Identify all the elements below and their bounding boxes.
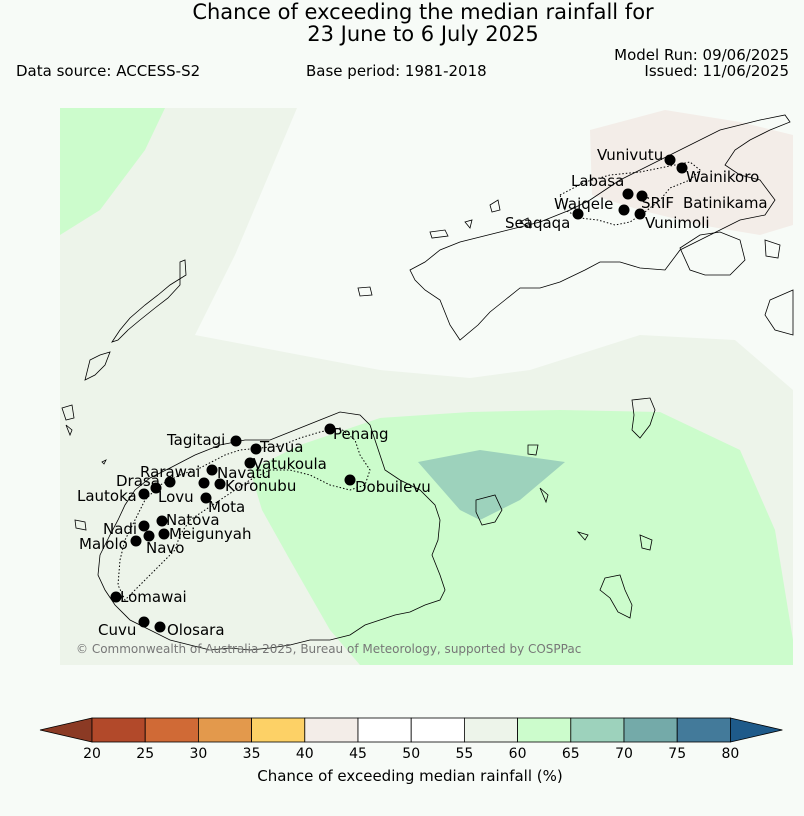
station-dot-cuvu — [138, 616, 150, 628]
station-dot-lomawai — [110, 591, 122, 603]
label-tavua: Tavua — [259, 438, 303, 456]
station-dot-tavua — [250, 443, 262, 455]
station-dot-meigunyah — [158, 528, 170, 540]
label-lomawai: Lomawai — [120, 588, 187, 606]
issued-date: Issued: 11/06/2025 — [644, 62, 789, 80]
label-lovu: Lovu — [158, 488, 194, 506]
model-run: Model Run: 09/06/2025 — [614, 46, 789, 64]
label-waiqele: Waiqele — [554, 195, 613, 213]
station-dot-drasa — [164, 476, 176, 488]
station-dot-vunivutu — [664, 154, 676, 166]
colorbar-tick-label: 65 — [562, 746, 580, 762]
colorbar-title: Chance of exceeding median rainfall (%) — [257, 767, 562, 785]
colorbar-segment — [463, 717, 518, 743]
label-malolo: Malolo — [79, 535, 128, 553]
colorbar-segment — [517, 717, 572, 743]
colorbar-segment — [623, 717, 678, 743]
station-dot-olosara — [154, 621, 166, 633]
colorbar-segment — [304, 717, 359, 743]
station-dot-mota — [200, 492, 212, 504]
colorbar-tick-label: 40 — [296, 746, 314, 762]
station-dot-vunimoli — [634, 208, 646, 220]
label-vatukoula: Vatukoula — [253, 455, 327, 473]
label-vunivutu: Vunivutu — [597, 146, 663, 164]
colorbar-segment — [197, 717, 252, 743]
station-dot-labasa — [622, 188, 634, 200]
label-koronubu: Koronubu — [225, 477, 296, 495]
colorbar-segment — [91, 717, 146, 743]
colorbar-segment — [357, 717, 412, 743]
label-dobuilevu: Dobuilevu — [355, 478, 431, 496]
colorbar-tick-label: 80 — [721, 746, 739, 762]
colorbar-segment — [570, 717, 625, 743]
station-dot-seaqaqa — [572, 208, 584, 220]
coastlines — [61, 114, 794, 651]
label-meigunyah: Meigunyah — [169, 525, 251, 543]
label-drasa: Drasa — [116, 472, 160, 490]
station-dot-navatu — [198, 477, 210, 489]
colorbar-legend: 20 25 30 35 40 45 50 55 60 65 70 75 80 — [39, 717, 783, 762]
label-cuvu: Cuvu — [98, 621, 136, 639]
label-rarawai: Rarawai — [140, 463, 200, 481]
station-dot-dobuilevu — [344, 474, 356, 486]
data-source: Data source: ACCESS-S2 — [16, 62, 201, 80]
colorbar-tick-label: 25 — [136, 746, 154, 762]
colorbar-segment — [676, 717, 731, 743]
probability-shading — [60, 108, 793, 665]
copyright-credit: © Commonwealth of Australia 2025, Bureau… — [76, 642, 581, 656]
station-dot-waiqele — [618, 204, 630, 216]
colorbar-segment — [251, 717, 306, 743]
label-mota: Mota — [208, 498, 245, 516]
label-nadi: Nadi — [103, 520, 137, 538]
map-title-line2: 23 June to 6 July 2025 — [307, 22, 539, 46]
label-navatu: Navatu — [217, 464, 271, 482]
colorbar-tick-label: 55 — [455, 746, 473, 762]
station-dot-drasa-2 — [150, 482, 162, 494]
station-dot-koronubu — [214, 478, 226, 490]
colorbar-tick-label: 35 — [243, 746, 261, 762]
label-navo: Navo — [146, 539, 184, 557]
station-dot-lautoka — [138, 488, 150, 500]
station-markers — [110, 154, 688, 633]
colorbar-tick-label: 50 — [402, 746, 420, 762]
label-wainikoro: Wainikoro — [686, 168, 759, 186]
station-dot-srif — [636, 190, 648, 202]
colorbar-tick-label: 75 — [668, 746, 686, 762]
station-dot-tagitagi — [230, 435, 242, 447]
station-dot-malolo — [130, 535, 142, 547]
district-borders — [117, 161, 701, 601]
station-dot-nadi — [138, 520, 150, 532]
colorbar-tick-label: 70 — [615, 746, 633, 762]
colorbar-arrow-low — [39, 717, 93, 743]
station-dot-wainikoro — [676, 162, 688, 174]
station-dot-natova — [156, 515, 168, 527]
colorbar-tick-label: 45 — [349, 746, 367, 762]
colorbar-tick-label: 60 — [509, 746, 527, 762]
label-lautoka: Lautoka — [77, 487, 137, 505]
station-labels: Vunivutu Wainikoro Labasa SRIF Batinikam… — [77, 146, 768, 639]
label-batinikama: Batinikama — [683, 194, 768, 212]
colorbar-arrow-high — [730, 717, 783, 743]
station-dot-rarawai — [206, 464, 218, 476]
colorbar-tick-label: 20 — [83, 746, 101, 762]
colorbar-tick-label: 30 — [189, 746, 207, 762]
label-labasa: Labasa — [571, 172, 624, 190]
station-dot-navo — [143, 530, 155, 542]
label-penang: Penang — [333, 425, 388, 443]
label-tagitagi: Tagitagi — [166, 431, 225, 449]
colorbar-segment — [144, 717, 199, 743]
station-dot-vatukoula — [244, 457, 256, 469]
base-period: Base period: 1981-2018 — [306, 62, 487, 80]
label-olosara: Olosara — [167, 621, 225, 639]
station-dot-penang — [324, 423, 336, 435]
label-srif: SRIF — [641, 194, 674, 212]
label-seaqaqa: Seaqaqa — [505, 214, 570, 232]
label-natova: Natova — [166, 511, 220, 529]
colorbar-segment — [410, 717, 465, 743]
map-title-line1: Chance of exceeding the median rainfall … — [192, 0, 654, 24]
label-vunimoli: Vunimoli — [645, 214, 710, 232]
